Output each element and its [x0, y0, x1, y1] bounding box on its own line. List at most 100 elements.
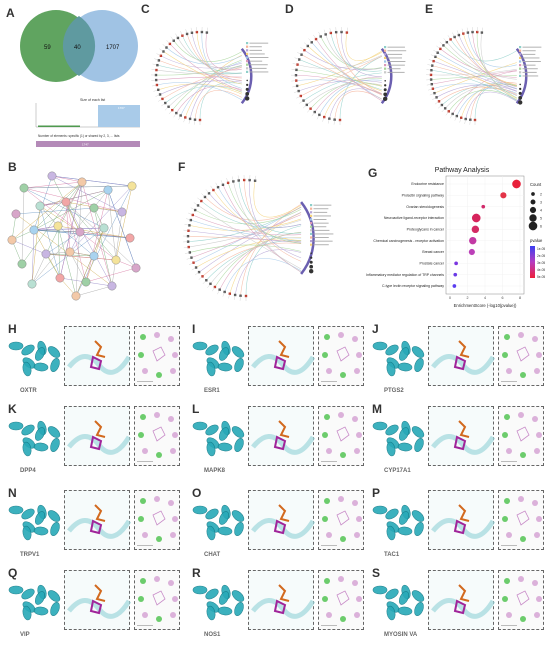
residue-node [532, 500, 538, 506]
gene-label: CHAT [204, 552, 221, 558]
chord-link [229, 212, 302, 294]
chord-plot-f [183, 175, 334, 301]
chord-link [431, 69, 517, 101]
panel-label-f: F [178, 160, 186, 174]
chord-legend-swatch [310, 204, 313, 207]
residue-node [356, 352, 362, 358]
chord-legend-swatch [384, 64, 387, 67]
chord-link [233, 181, 302, 273]
ppi-edge [23, 185, 133, 189]
protein-helix [8, 585, 24, 595]
chord-tick [426, 69, 432, 71]
protein-helix [21, 508, 35, 520]
residue-node [506, 448, 512, 454]
protein-helix [21, 344, 35, 356]
x-tick-label: 8 [519, 296, 521, 300]
ppi-node [89, 203, 99, 213]
chart-title: Pathway Analysis [435, 167, 490, 174]
interaction-map [137, 412, 178, 462]
gene-label: MYOSIN VA [384, 632, 418, 638]
chord-legend-text-line [249, 60, 263, 62]
chord-legend-swatch [519, 74, 522, 77]
chord-size-legend-dot [246, 83, 249, 87]
size-legend-dot [530, 199, 536, 205]
protein-helix [397, 526, 413, 536]
residue-node [534, 448, 540, 454]
chord-gene-marker [154, 73, 158, 77]
ligand-orange [458, 420, 470, 438]
protein-helix [385, 588, 399, 600]
chord-legend-text-line [313, 208, 329, 210]
chord-gene-marker [203, 195, 207, 199]
chord-tick [210, 185, 214, 191]
residue-node [170, 532, 176, 538]
ligand-pose [67, 340, 132, 375]
ppi-edge [51, 175, 123, 213]
chord-gene-marker [172, 39, 175, 42]
size-legend-dot [528, 221, 538, 231]
ligand-pose [251, 340, 316, 375]
chord-gene-marker [164, 101, 167, 105]
chord-legend-text-line [387, 64, 405, 66]
protein-helix [50, 522, 60, 536]
chord-link [201, 32, 242, 89]
residue-node [326, 448, 332, 454]
ppi-node [27, 279, 37, 289]
chord-legend-text-line [313, 204, 332, 206]
ppi-edge [79, 231, 131, 239]
ligand-orange [278, 340, 290, 358]
chord-link [192, 214, 302, 236]
chord-gene-marker [462, 32, 465, 35]
pathway-point [469, 236, 477, 245]
chord-link [476, 32, 517, 99]
chord-tick [429, 93, 435, 96]
ligand-orange [94, 504, 106, 522]
chord-legend-text-line [313, 240, 333, 242]
chord-gene-marker [155, 83, 159, 87]
chord-legend-text-line [387, 53, 403, 55]
chord-link [330, 32, 382, 72]
chord-link [467, 32, 517, 68]
protein-helix [21, 424, 35, 436]
protein-structure [192, 340, 245, 377]
chord-tick [328, 118, 330, 124]
size-legend-label: 6 [540, 224, 542, 228]
residue-node [536, 596, 542, 602]
residue-node [154, 412, 160, 418]
ligand-2d [516, 426, 530, 442]
ppi-edge [45, 231, 81, 255]
ligand-2d [516, 510, 530, 526]
color-legend-label: 4e-05 [537, 268, 545, 272]
residue-node [356, 432, 362, 438]
panel-label-d: D [285, 2, 294, 16]
residue-node [170, 448, 176, 454]
residue-node [154, 332, 160, 338]
chord-link [160, 55, 242, 69]
chord-gene-marker [167, 105, 170, 108]
chord-tick [464, 118, 466, 124]
protein-helix [397, 362, 413, 372]
chord-gene-marker [187, 229, 190, 232]
chord-link [205, 32, 242, 71]
residue-node [324, 414, 330, 420]
chord-tick [193, 202, 199, 206]
chord-link [224, 258, 302, 293]
ppi-edge [107, 189, 117, 261]
protein-helix [22, 605, 32, 621]
chord-gene-marker [237, 179, 240, 182]
residue-node [352, 416, 358, 422]
chord-legend-text-line [522, 50, 536, 52]
ligand-2d [336, 590, 350, 606]
ppi-node [77, 177, 87, 187]
size-legend-dot [529, 206, 537, 214]
protein-helix [206, 441, 216, 457]
pathway-point [452, 284, 457, 288]
chord-gene-marker [298, 58, 301, 61]
ligand-orange [278, 584, 290, 602]
ppi-edge [45, 181, 83, 255]
residue-node [322, 596, 328, 602]
interaction-2d-diagram [498, 326, 544, 386]
residue-node [536, 432, 542, 438]
chord-link [189, 218, 302, 231]
ppi-edge [107, 189, 137, 269]
